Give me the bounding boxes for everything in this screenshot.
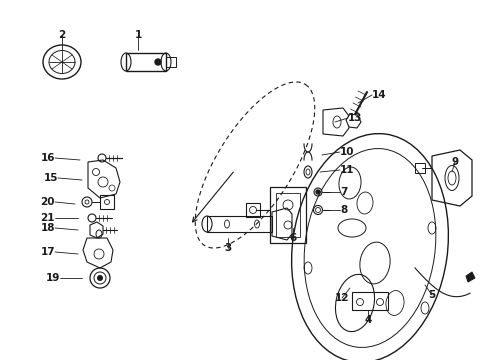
Text: 4: 4 [364,315,371,325]
Circle shape [315,190,319,194]
Circle shape [98,276,102,280]
Text: 2: 2 [58,30,65,40]
Polygon shape [465,272,474,282]
Text: 16: 16 [41,153,55,163]
Text: 6: 6 [289,233,296,243]
Text: 12: 12 [334,293,348,303]
Bar [165,57,176,67]
Text: 9: 9 [450,157,458,167]
Text: 5: 5 [427,290,435,300]
Bar [100,195,114,209]
Text: 1: 1 [134,30,142,40]
Text: 13: 13 [347,113,362,123]
Text: 10: 10 [339,147,354,157]
Text: 3: 3 [224,243,231,253]
Bar [351,292,387,310]
Text: 20: 20 [41,197,55,207]
Bar [269,187,305,243]
Text: 7: 7 [339,187,346,197]
Text: 8: 8 [339,205,346,215]
Text: 18: 18 [41,223,55,233]
Text: 21: 21 [41,213,55,223]
Text: 14: 14 [371,90,386,100]
Text: 11: 11 [339,165,354,175]
Bar [126,53,165,71]
Bar [414,163,424,173]
Text: 15: 15 [43,173,58,183]
Circle shape [155,59,161,65]
Polygon shape [346,114,360,128]
Bar [206,216,271,232]
Text: 19: 19 [45,273,60,283]
Text: 17: 17 [41,247,55,257]
Bar [245,203,260,217]
Bar [275,193,299,237]
